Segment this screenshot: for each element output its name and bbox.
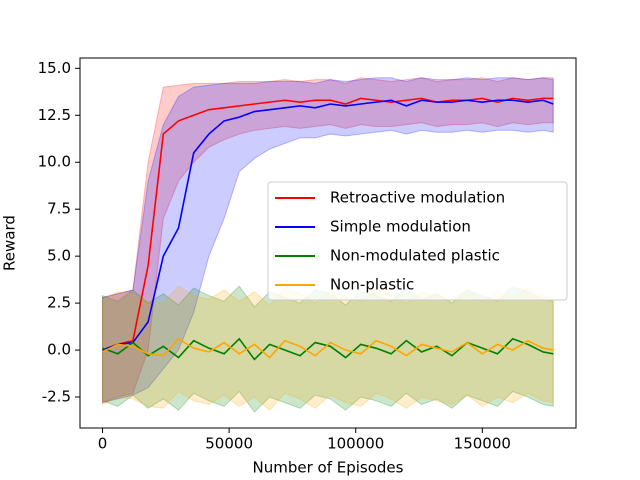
series-line xyxy=(102,337,554,359)
x-tick-label: 150000 xyxy=(454,435,511,453)
series-line xyxy=(102,337,554,361)
x-axis-label: Number of Episodes xyxy=(253,459,404,477)
band xyxy=(102,285,554,411)
y-tick-label: 15.0 xyxy=(38,59,71,77)
y-axis-label: Reward xyxy=(1,215,19,271)
plot-frame xyxy=(79,57,577,429)
series-line xyxy=(102,99,554,351)
x-tick-label: 0 xyxy=(98,435,108,453)
legend-label: Non-modulated plastic xyxy=(330,247,500,265)
y-tick-label: 10.0 xyxy=(38,153,71,171)
y-tick-label: 12.5 xyxy=(38,106,71,124)
x-tick-label: 50000 xyxy=(205,435,253,453)
y-tick-label: 2.5 xyxy=(47,294,71,312)
legend-label: Non-plastic xyxy=(330,276,414,294)
y-tick-label: -2.5 xyxy=(42,388,71,406)
legend-box xyxy=(267,181,568,301)
legend-label: Simple modulation xyxy=(330,218,471,236)
legend-label: Retroactive modulation xyxy=(330,189,505,207)
y-tick-label: 7.5 xyxy=(47,200,71,218)
y-tick-label: 0.0 xyxy=(47,341,71,359)
band xyxy=(102,77,554,404)
series-line xyxy=(102,97,554,351)
band xyxy=(102,285,554,413)
legend: Retroactive modulation Simple modulation N… xyxy=(267,181,568,301)
band xyxy=(102,77,554,404)
y-tick-label: 5.0 xyxy=(47,247,71,265)
x-tick-label: 100000 xyxy=(327,435,384,453)
